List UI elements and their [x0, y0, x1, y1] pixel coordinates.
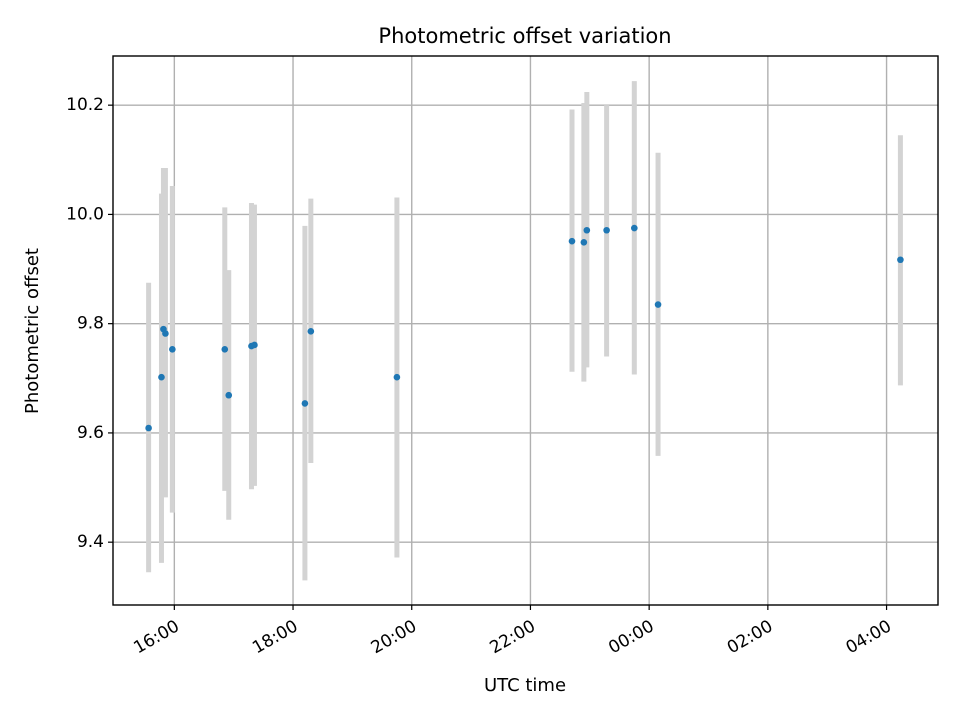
- x-tick-label: 16:00: [130, 616, 182, 658]
- data-point: [221, 346, 229, 353]
- y-tick-label: 9.6: [77, 423, 104, 443]
- data-point: [583, 226, 591, 234]
- y-axis-label: Photometric offset: [22, 248, 43, 414]
- data-point: [225, 391, 233, 399]
- data-point: [162, 330, 169, 337]
- data-point: [307, 328, 315, 335]
- x-axis-ticks: 16:00 18:00 20:00 22:00 00:00 02:00 04:00: [130, 605, 895, 658]
- y-tick-label: 10.0: [66, 204, 104, 224]
- x-axis-label: UTC time: [484, 675, 566, 696]
- y-tick-label: 9.8: [77, 314, 104, 334]
- chart-title: Photometric offset variation: [378, 24, 671, 48]
- data-point: [145, 424, 152, 432]
- x-tick-label: 04:00: [843, 616, 895, 658]
- data-points: [145, 224, 904, 432]
- x-tick-label: 02:00: [724, 616, 776, 658]
- data-point: [393, 373, 401, 381]
- x-tick-label: 18:00: [249, 616, 301, 658]
- data-point: [580, 238, 588, 246]
- x-tick-label: 00:00: [605, 616, 657, 658]
- data-point: [654, 301, 662, 308]
- y-tick-label: 9.4: [77, 532, 104, 552]
- data-point: [301, 400, 309, 407]
- grid-lines: [113, 56, 938, 605]
- plot-frame: [112, 55, 939, 606]
- data-point: [158, 373, 165, 381]
- data-point: [631, 224, 638, 232]
- x-tick-label: 22:00: [487, 616, 539, 658]
- data-point: [897, 256, 904, 264]
- x-tick-label: 20:00: [368, 616, 420, 658]
- error-bars: [146, 81, 903, 581]
- y-axis-ticks: 9.4 9.6 9.8 10.0 10.2: [66, 95, 113, 552]
- y-tick-label: 10.2: [66, 95, 104, 115]
- data-point: [169, 346, 176, 353]
- data-point: [568, 237, 576, 245]
- data-point: [251, 341, 258, 349]
- data-point: [603, 226, 610, 234]
